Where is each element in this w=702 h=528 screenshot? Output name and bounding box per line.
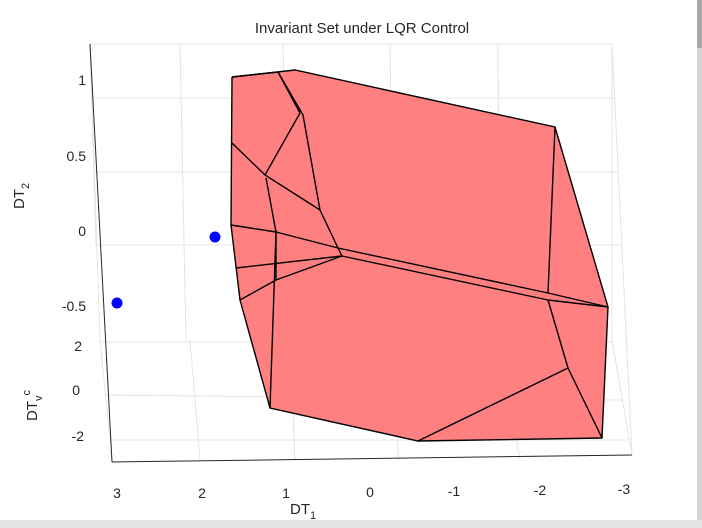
polytope-edge	[547, 292, 609, 308]
sample-point	[111, 297, 123, 309]
grid-line	[99, 339, 113, 461]
polytope-edge	[277, 71, 301, 114]
x-tick-label: -3	[618, 481, 631, 497]
polytope-edge	[547, 126, 556, 294]
sample-point	[209, 231, 221, 243]
x-tick-label: 1	[282, 485, 290, 501]
polytope-edge	[269, 231, 277, 409]
polytope-edge	[275, 231, 339, 249]
y-tick-label: 0	[78, 223, 86, 239]
x-tick-label: 2	[198, 485, 206, 501]
y-tick-label: -0.5	[62, 298, 86, 314]
grid-line	[89, 43, 101, 341]
polytope-edge	[265, 177, 277, 233]
polytope-edge	[417, 367, 569, 442]
polytope-edge	[231, 71, 279, 78]
grid-line	[611, 43, 633, 456]
x-tick-label: -1	[448, 483, 461, 499]
polytope-edge	[230, 224, 277, 233]
y-axis-line	[89, 43, 113, 463]
x-axis-label: DT1	[290, 501, 316, 522]
x-tick-label: -2	[534, 482, 547, 498]
y-tick-label: 0.5	[67, 148, 87, 164]
polytope-edge	[337, 247, 549, 294]
z-tick-label: 2	[74, 338, 82, 354]
polytope-edge	[230, 69, 609, 442]
tick-labels: 3 2 1 0 -1 -2 -3 1 0.5 0 -0.5 2 0 -2	[62, 72, 631, 501]
polytope-edge	[547, 299, 609, 308]
scrollbar-thumb[interactable]	[697, 0, 702, 48]
grid-line	[179, 43, 187, 341]
y-tick-label: 1	[78, 72, 86, 88]
axes-lines	[89, 43, 633, 463]
grid-line	[611, 339, 633, 456]
z-tick-label: -2	[72, 428, 85, 444]
z-axis-label: DTvc	[21, 390, 45, 422]
polytope-face	[231, 70, 608, 441]
grid-line	[189, 339, 201, 461]
window-bottom-edge	[0, 520, 702, 528]
x-tick-label: 3	[113, 485, 121, 501]
polytope-edge	[341, 255, 549, 301]
z-tick-label: 0	[72, 382, 80, 398]
sample-points	[111, 231, 221, 309]
chart-title: Invariant Set under LQR Control	[255, 20, 469, 37]
x-axis-line	[111, 454, 633, 463]
window-edge	[697, 0, 702, 520]
polytope-edge	[235, 255, 343, 269]
polytope-edge	[264, 112, 301, 176]
invariant-set-polytope	[230, 69, 609, 442]
y-axis-label: DT2	[11, 183, 32, 209]
x-tick-label: 0	[366, 484, 374, 500]
